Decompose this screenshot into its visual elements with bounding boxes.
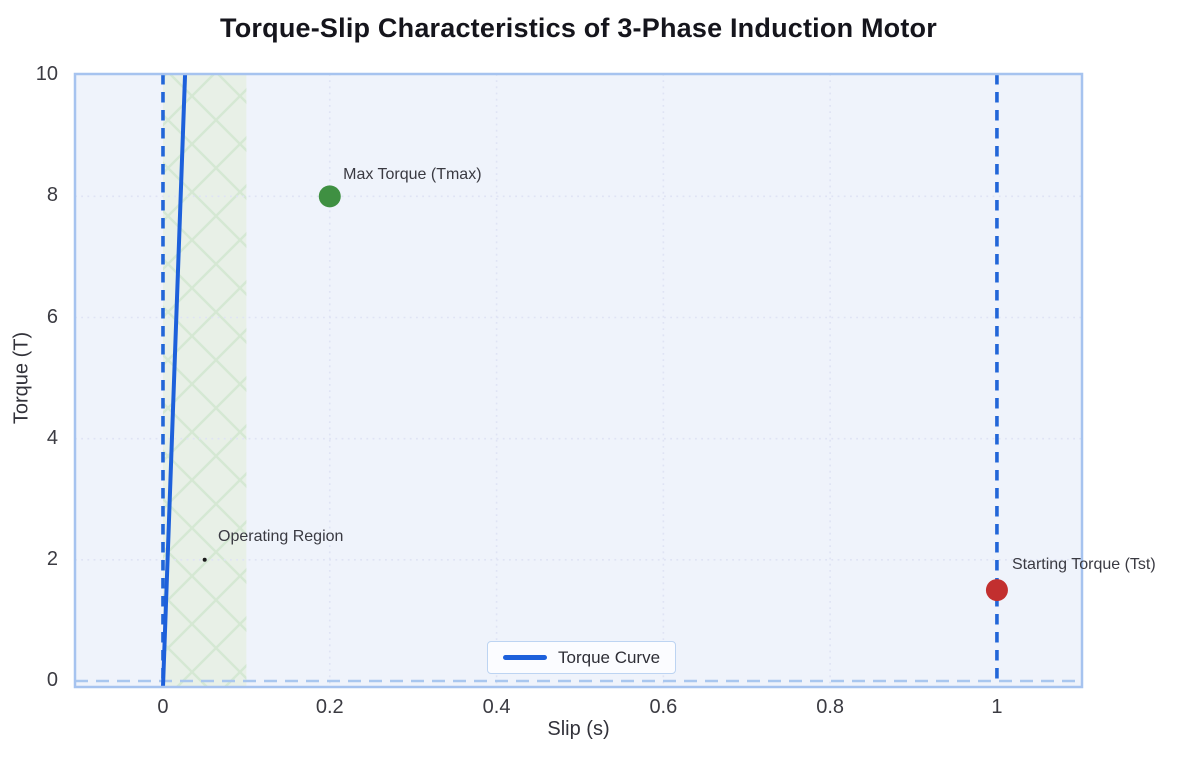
operating-point-marker xyxy=(202,557,207,562)
legend-label: Torque Curve xyxy=(558,647,661,667)
operating-region-hatch xyxy=(162,74,247,687)
starting-torque-marker xyxy=(985,579,1008,602)
torque-curve-line xyxy=(160,74,188,687)
legend: Torque Curve xyxy=(487,641,677,674)
chart-title: Torque-Slip Characteristics of 3-Phase I… xyxy=(220,13,937,43)
plot-border xyxy=(73,72,1084,689)
x-axis-label: Slip (s) xyxy=(547,718,610,740)
max-torque-marker xyxy=(318,185,341,208)
torque-curve-swatch xyxy=(503,655,547,660)
y-axis-label: Torque (T) xyxy=(10,331,33,425)
